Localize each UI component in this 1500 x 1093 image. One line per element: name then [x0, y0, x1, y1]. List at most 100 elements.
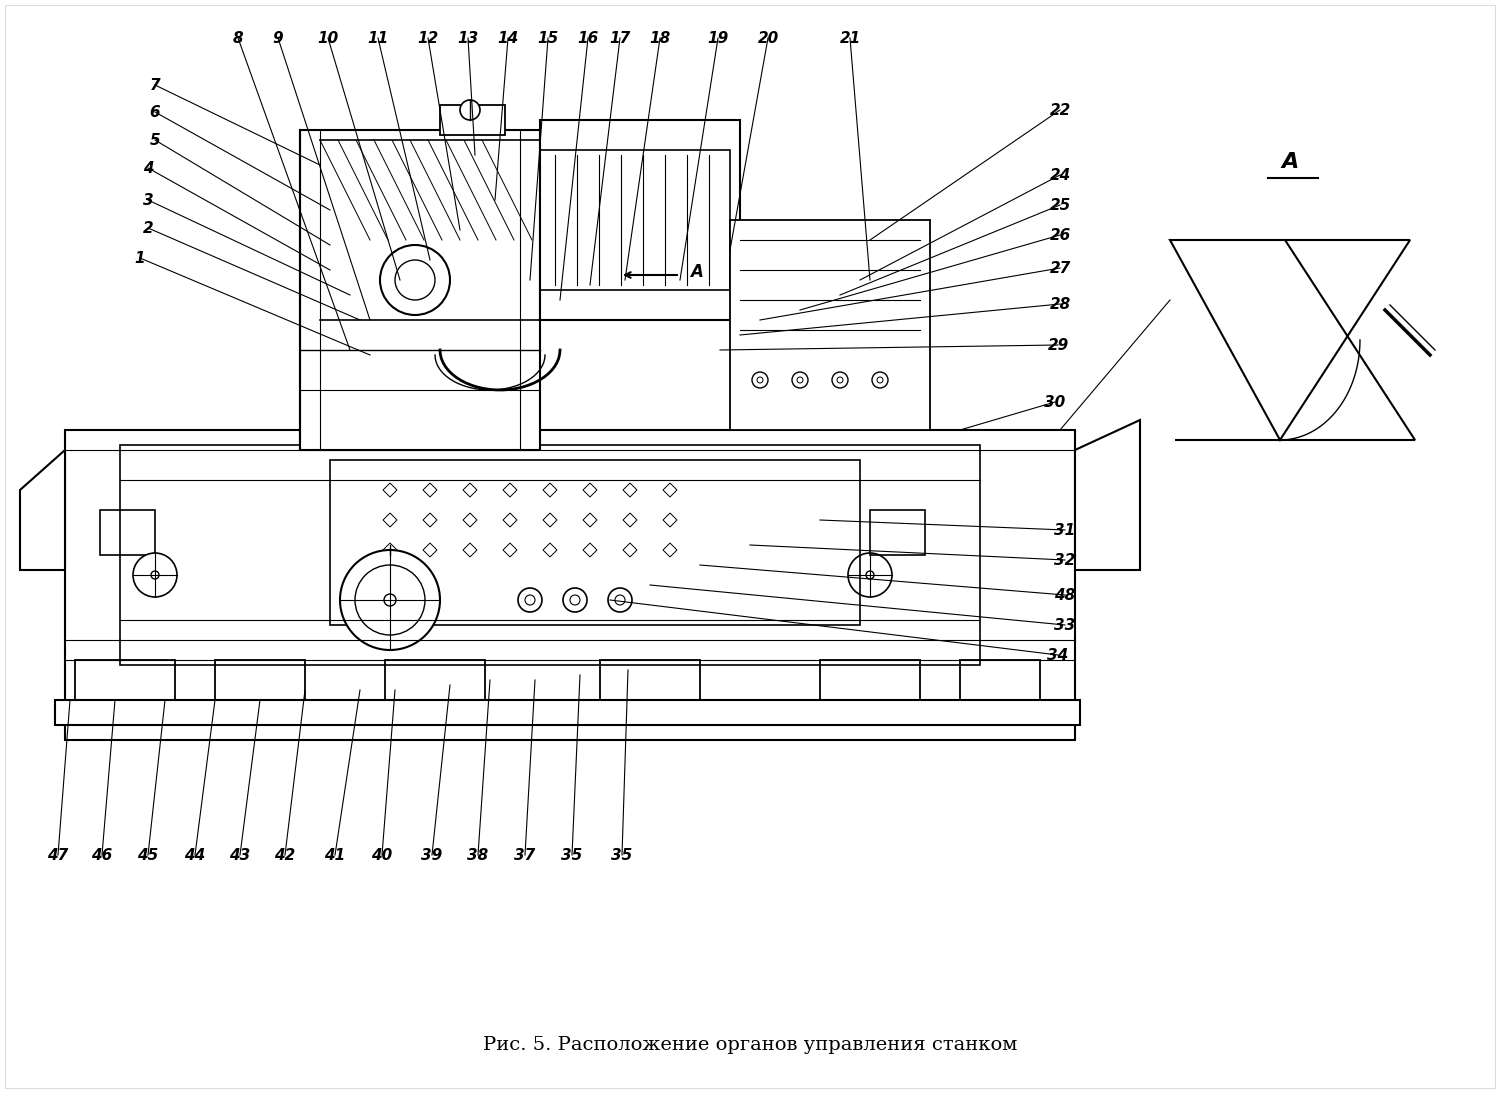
Text: 17: 17: [609, 31, 630, 46]
Text: 6: 6: [150, 105, 160, 119]
Text: 28: 28: [1050, 296, 1071, 312]
Polygon shape: [622, 483, 638, 497]
Circle shape: [134, 553, 177, 597]
Text: 15: 15: [537, 31, 558, 46]
Polygon shape: [622, 513, 638, 527]
Circle shape: [758, 377, 764, 383]
Polygon shape: [20, 450, 64, 571]
Text: 16: 16: [578, 31, 598, 46]
Text: 35: 35: [612, 847, 633, 862]
Text: 43: 43: [230, 847, 251, 862]
Circle shape: [615, 595, 626, 606]
Circle shape: [608, 588, 631, 612]
Polygon shape: [423, 543, 436, 557]
Bar: [600, 660, 700, 715]
Circle shape: [152, 571, 159, 579]
Text: 27: 27: [1050, 260, 1071, 275]
Text: 20: 20: [758, 31, 778, 46]
Polygon shape: [584, 513, 597, 527]
Text: 32: 32: [1054, 552, 1076, 567]
Polygon shape: [543, 513, 556, 527]
Text: 13: 13: [458, 31, 478, 46]
Text: 19: 19: [708, 31, 729, 46]
Circle shape: [792, 372, 808, 388]
Circle shape: [562, 588, 586, 612]
Text: 31: 31: [1054, 522, 1076, 538]
Circle shape: [871, 372, 888, 388]
Circle shape: [384, 593, 396, 606]
Text: 8: 8: [232, 31, 243, 46]
Bar: [540, 150, 730, 290]
Bar: [870, 510, 925, 555]
Text: 24: 24: [1050, 167, 1071, 183]
Polygon shape: [382, 483, 398, 497]
Text: A: A: [690, 263, 703, 281]
Circle shape: [356, 565, 424, 635]
Text: 30: 30: [1044, 395, 1065, 410]
Polygon shape: [423, 483, 436, 497]
Polygon shape: [663, 543, 676, 557]
Circle shape: [752, 372, 768, 388]
Text: 45: 45: [138, 847, 159, 862]
Text: 18: 18: [650, 31, 670, 46]
Polygon shape: [464, 513, 477, 527]
Bar: [120, 445, 980, 665]
Circle shape: [570, 595, 580, 606]
Text: 14: 14: [498, 31, 519, 46]
Text: 48: 48: [1054, 588, 1076, 602]
Polygon shape: [382, 543, 398, 557]
Text: 12: 12: [417, 31, 438, 46]
Bar: [64, 430, 1076, 740]
Text: 4: 4: [142, 161, 153, 176]
Text: 42: 42: [274, 847, 296, 862]
Text: 3: 3: [142, 192, 153, 208]
Polygon shape: [423, 513, 436, 527]
Circle shape: [865, 571, 874, 579]
Polygon shape: [503, 513, 518, 527]
Text: 10: 10: [318, 31, 339, 46]
Circle shape: [796, 377, 802, 383]
Polygon shape: [543, 483, 556, 497]
Circle shape: [525, 595, 536, 606]
Bar: [540, 120, 740, 320]
Polygon shape: [543, 543, 556, 557]
Bar: [730, 220, 930, 430]
Polygon shape: [464, 543, 477, 557]
Bar: [100, 510, 154, 555]
Bar: [75, 660, 176, 715]
Circle shape: [833, 372, 848, 388]
Text: 46: 46: [92, 847, 112, 862]
Polygon shape: [464, 483, 477, 497]
Circle shape: [380, 245, 450, 315]
Text: 44: 44: [184, 847, 206, 862]
Circle shape: [878, 377, 884, 383]
Text: Рис. 5. Расположение органов управления станком: Рис. 5. Расположение органов управления …: [483, 1036, 1017, 1054]
Text: 38: 38: [468, 847, 489, 862]
Text: A: A: [1281, 152, 1299, 172]
Polygon shape: [663, 513, 676, 527]
Bar: [214, 660, 304, 715]
Text: 40: 40: [372, 847, 393, 862]
Circle shape: [518, 588, 542, 612]
Polygon shape: [584, 543, 597, 557]
Text: 25: 25: [1050, 198, 1071, 212]
Circle shape: [394, 260, 435, 299]
Text: 33: 33: [1054, 618, 1076, 633]
Text: 22: 22: [1050, 103, 1071, 118]
Text: 1: 1: [135, 250, 146, 266]
Text: 37: 37: [514, 847, 535, 862]
Bar: [56, 700, 1080, 725]
Bar: [821, 660, 920, 715]
Text: 26: 26: [1050, 227, 1071, 243]
Text: 5: 5: [150, 132, 160, 148]
Text: 11: 11: [368, 31, 388, 46]
Text: 39: 39: [422, 847, 442, 862]
Bar: [960, 660, 1040, 715]
Polygon shape: [503, 543, 518, 557]
Polygon shape: [1076, 420, 1140, 571]
Polygon shape: [622, 543, 638, 557]
Bar: [440, 105, 506, 136]
Text: 9: 9: [273, 31, 284, 46]
Text: 34: 34: [1047, 647, 1068, 662]
Text: 29: 29: [1047, 338, 1068, 353]
